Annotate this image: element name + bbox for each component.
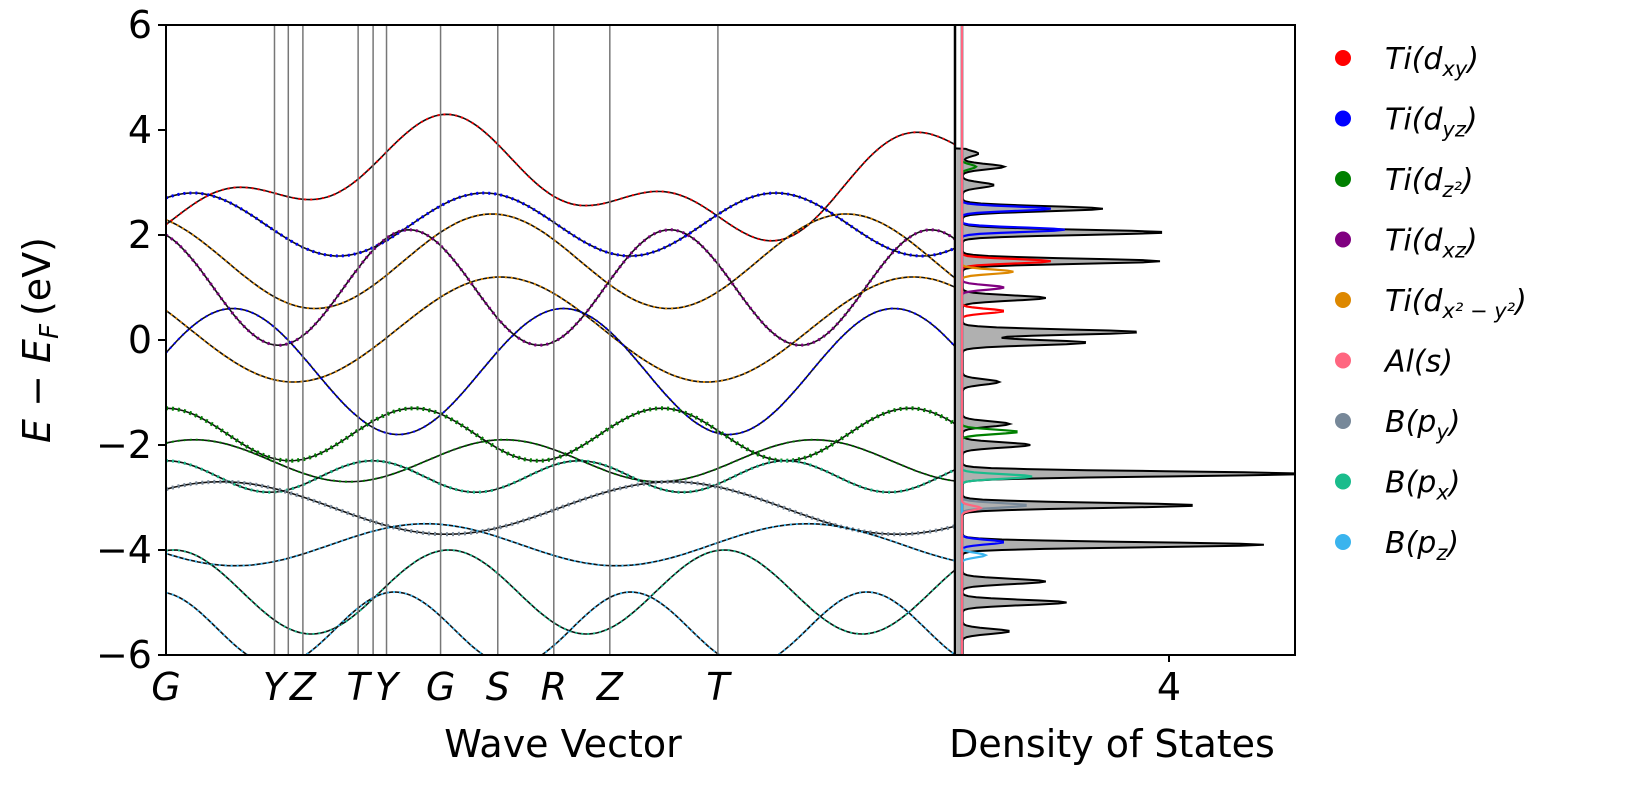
total-dos xyxy=(955,147,1295,655)
dos-plot-frame xyxy=(954,24,1296,656)
kpoint-label: T xyxy=(706,665,732,709)
legend-marker xyxy=(1335,231,1351,248)
legend-label: Ti(dxz) xyxy=(1385,224,1478,263)
y-tick-label: 2 xyxy=(128,213,152,257)
band-5 xyxy=(166,307,955,436)
band-0-projection xyxy=(166,113,955,242)
legend-marker xyxy=(1335,413,1351,429)
band-6-projection xyxy=(166,406,955,463)
band-9-projection xyxy=(166,479,955,537)
band-4-projection xyxy=(166,275,955,383)
band-10-projection xyxy=(166,522,955,567)
band-11 xyxy=(166,549,955,635)
legend-marker xyxy=(1335,50,1351,66)
legend-label: Al(s) xyxy=(1383,345,1453,380)
y-tick-label: 4 xyxy=(128,108,152,152)
band-8 xyxy=(166,460,955,493)
legend-label: Ti(dx² − y²) xyxy=(1385,284,1527,323)
y-axis-label: E − EF(eV) xyxy=(15,237,65,443)
band-7-projection xyxy=(166,438,955,483)
kpoint-label: T xyxy=(347,665,373,709)
band-5-projection xyxy=(166,307,955,436)
legend-marker xyxy=(1335,171,1351,187)
y-tick-label: −4 xyxy=(96,528,152,572)
legend-label: Ti(dyz) xyxy=(1385,103,1478,142)
legend-marker xyxy=(1335,292,1351,308)
y-tick-label: −2 xyxy=(96,423,152,467)
dos-xtick-label: 4 xyxy=(1157,665,1181,709)
band-1 xyxy=(166,192,955,257)
band-3-projection xyxy=(166,228,955,347)
band-1-projection xyxy=(166,191,955,258)
kpoint-label: Y xyxy=(375,665,401,709)
legend: Ti(dxy) Ti(dyz) Ti(dz²) Ti(dxz) Ti(dx² − y²)… xyxy=(1335,42,1527,565)
kpoint-label: G xyxy=(151,665,180,709)
band-0 xyxy=(166,113,955,242)
band-2 xyxy=(166,213,955,310)
kpoint-label: Z xyxy=(596,665,624,709)
legend-label: Ti(dxy) xyxy=(1385,42,1479,81)
band-12-projection xyxy=(166,590,955,655)
y-tick-label: 6 xyxy=(128,3,152,47)
high-symmetry-lines xyxy=(273,25,957,655)
legend-marker xyxy=(1335,534,1351,550)
y-tick-label: 0 xyxy=(128,318,152,362)
dos-panel xyxy=(955,25,1295,655)
legend-marker xyxy=(1335,473,1351,490)
x-axis-label: Wave Vector xyxy=(444,722,682,766)
legend-label: B(pz) xyxy=(1385,526,1459,565)
kpoint-label: G xyxy=(426,665,455,709)
y-axis-ticks: 6 4 2 0 −2 −4 −6 xyxy=(96,3,166,677)
band-2-projection xyxy=(166,212,955,310)
kpoint-label: S xyxy=(486,665,510,709)
kpoint-label: R xyxy=(541,665,567,709)
legend-marker xyxy=(1335,352,1351,369)
band-4 xyxy=(166,276,955,383)
band-3 xyxy=(166,228,955,347)
kpoint-label: Y xyxy=(263,665,289,709)
y-tick-label: −6 xyxy=(96,633,152,677)
band-11-projection xyxy=(166,548,955,636)
pdos-Al(s) xyxy=(960,25,984,655)
legend-label: Ti(dz²) xyxy=(1385,163,1474,202)
band-plot-frame xyxy=(165,24,956,656)
kpoint-label: Z xyxy=(289,665,317,709)
legend-label: B(px) xyxy=(1385,466,1460,505)
band-lines xyxy=(166,113,955,655)
dos-axis-label: Density of States xyxy=(949,722,1275,766)
legend-label: B(py) xyxy=(1385,405,1460,444)
legend-marker xyxy=(1335,110,1351,127)
